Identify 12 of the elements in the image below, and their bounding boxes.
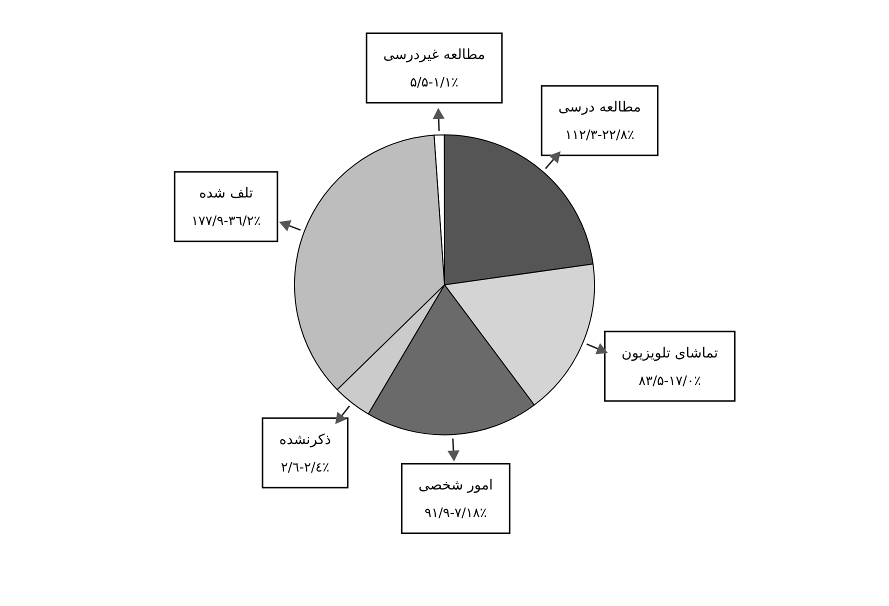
slice-label: ذکرنشده <box>279 432 331 448</box>
data-label: ۹۱/۹-۷/۱۸٪ <box>424 506 487 522</box>
data-label: ۱۷۷/۹-۳٦/۲٪ <box>191 214 261 230</box>
data-label: ۸۳/۵-۱۷/۰٪ <box>638 374 701 389</box>
slice-label: مطالعه غیردرسی <box>383 46 486 63</box>
slice-label: مطالعه درسی <box>558 100 641 116</box>
slice-label: تماشای تلویزیون <box>622 345 718 362</box>
slice-label: امور شخصی <box>418 478 493 494</box>
slice-label: تلف شده <box>199 186 254 202</box>
data-label: ۲/٦-۲/٤٪ <box>280 460 330 476</box>
data-label: ۵/۵-۱/۱٪ <box>410 75 458 90</box>
data-label: ۱۱۲/۳-۲۲/۸٪ <box>565 128 634 144</box>
